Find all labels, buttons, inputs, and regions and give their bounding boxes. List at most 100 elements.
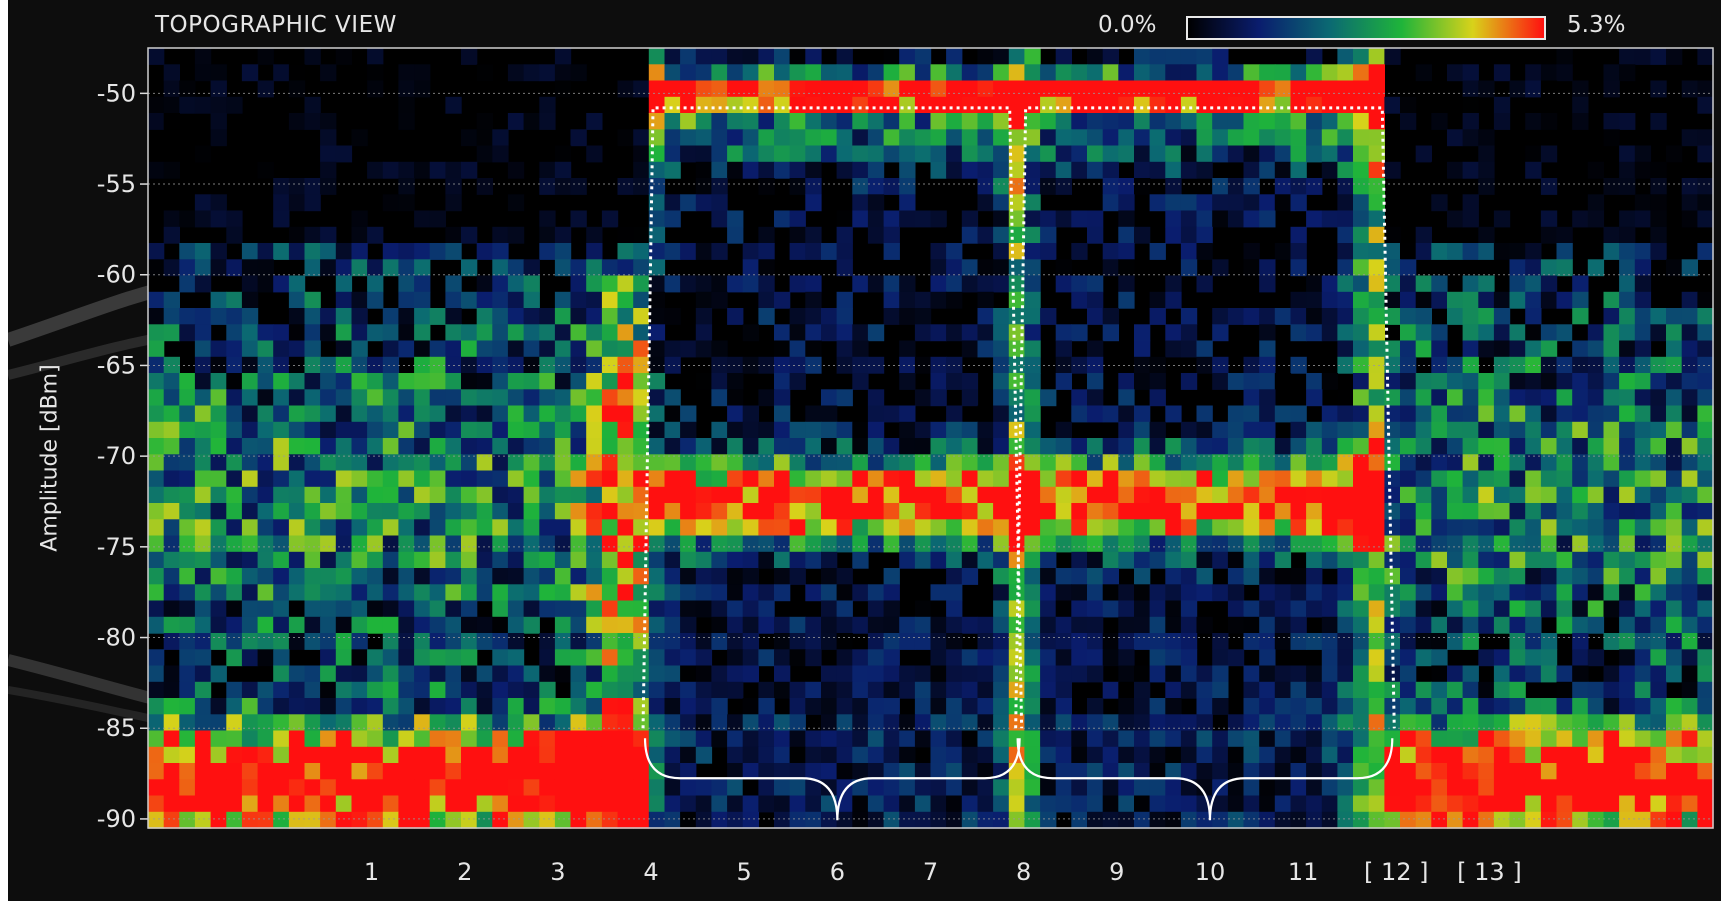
heatmap-cell	[1165, 470, 1182, 488]
heatmap-cell	[899, 340, 916, 358]
heatmap-cell	[273, 746, 290, 764]
heatmap-cell	[288, 113, 306, 130]
heatmap-cell	[1087, 96, 1104, 114]
heatmap-cell	[601, 633, 619, 650]
heatmap-cell	[1243, 616, 1260, 634]
heatmap-cell	[648, 633, 666, 650]
heatmap-cell	[946, 80, 963, 98]
heatmap-cell	[758, 470, 775, 488]
heatmap-cell	[1149, 308, 1166, 325]
heatmap-cell	[320, 551, 337, 569]
heatmap-cell	[1055, 421, 1072, 439]
heatmap-cell	[680, 243, 697, 260]
heatmap-cell	[163, 470, 180, 488]
heatmap-cell	[946, 649, 963, 667]
heatmap-cell	[445, 730, 462, 748]
heatmap-cell	[1415, 308, 1432, 325]
heatmap-cell	[1321, 64, 1339, 82]
heatmap-cell	[899, 486, 916, 504]
heatmap-cell	[1274, 405, 1292, 423]
heatmap-cell	[398, 795, 415, 813]
heatmap-cell	[351, 746, 368, 764]
heatmap-cell	[1180, 763, 1198, 780]
heatmap-cell	[727, 389, 744, 407]
heatmap-cell	[601, 616, 619, 634]
heatmap-cell	[1666, 486, 1683, 504]
heatmap-cell	[1259, 454, 1276, 472]
heatmap-cell	[1149, 730, 1166, 748]
heatmap-cell	[226, 795, 243, 813]
heatmap-cell	[1650, 161, 1667, 179]
heatmap-cell	[883, 129, 900, 147]
heatmap-cell	[1368, 226, 1385, 244]
heatmap-cell	[1634, 600, 1652, 618]
heatmap-cell	[1149, 145, 1166, 163]
heatmap-cell	[1227, 503, 1245, 520]
heatmap-cell	[570, 649, 587, 667]
heatmap-cell	[492, 811, 509, 829]
heatmap-cell	[680, 486, 697, 504]
heatmap-cell	[1165, 64, 1182, 82]
heatmap-cell	[664, 584, 681, 602]
heatmap-cell	[758, 80, 775, 98]
heatmap-cell	[320, 226, 337, 244]
heatmap-cell	[1337, 633, 1354, 650]
heatmap-cell	[1087, 665, 1104, 683]
heatmap-cell	[664, 665, 681, 683]
heatmap-cell	[1259, 438, 1276, 455]
heatmap-cell	[1196, 438, 1213, 455]
heatmap-cell	[304, 405, 321, 423]
heatmap-cell	[1134, 730, 1151, 748]
heatmap-cell	[1415, 291, 1432, 309]
heatmap-cell	[664, 746, 681, 764]
heatmap-cell	[554, 161, 572, 179]
heatmap-cell	[1149, 161, 1166, 179]
heatmap-cell	[1337, 779, 1354, 797]
heatmap-cell	[1087, 633, 1104, 650]
heatmap-cell	[492, 568, 509, 585]
heatmap-cell	[1134, 795, 1151, 813]
heatmap-cell	[226, 389, 243, 407]
heatmap-cell	[523, 454, 540, 472]
heatmap-cell	[257, 649, 274, 667]
heatmap-cell	[1227, 584, 1245, 602]
heatmap-cell	[1118, 405, 1135, 423]
heatmap-cell	[1024, 405, 1041, 423]
heatmap-cell	[210, 616, 227, 634]
heatmap-cell	[1274, 763, 1292, 780]
heatmap-cell	[1697, 96, 1714, 114]
heatmap-cell	[273, 584, 290, 602]
heatmap-cell	[993, 486, 1010, 504]
heatmap-cell	[1165, 649, 1182, 667]
heatmap-cell	[335, 616, 353, 634]
heatmap-cell	[867, 324, 885, 342]
heatmap-cell	[742, 259, 759, 277]
heatmap-cell	[210, 503, 227, 520]
heatmap-cell	[821, 421, 838, 439]
heatmap-cell	[774, 405, 791, 423]
heatmap-cell	[429, 714, 446, 732]
heatmap-cell	[993, 96, 1010, 114]
heatmap-cell	[570, 405, 587, 423]
heatmap-cell	[993, 64, 1010, 82]
heatmap-cell	[680, 698, 697, 715]
heatmap-cell	[601, 486, 619, 504]
heatmap-cell	[930, 389, 947, 407]
heatmap-cell	[1259, 795, 1276, 813]
heatmap-cell	[977, 486, 994, 504]
heatmap-cell	[1196, 730, 1213, 748]
heatmap-cell	[1102, 746, 1119, 764]
heatmap-cell	[1008, 389, 1026, 407]
heatmap-cell	[570, 698, 587, 715]
heatmap-cell	[1087, 600, 1104, 618]
heatmap-cell	[1243, 64, 1260, 82]
heatmap-cell	[523, 535, 540, 553]
heatmap-cell	[1008, 535, 1026, 553]
heatmap-cell	[852, 145, 869, 163]
heatmap-cell	[320, 535, 337, 553]
heatmap-cell	[617, 486, 634, 504]
heatmap-cell	[539, 178, 556, 195]
heatmap-cell	[742, 356, 759, 374]
heatmap-cell	[1415, 746, 1432, 764]
heatmap-cell	[1681, 681, 1698, 699]
